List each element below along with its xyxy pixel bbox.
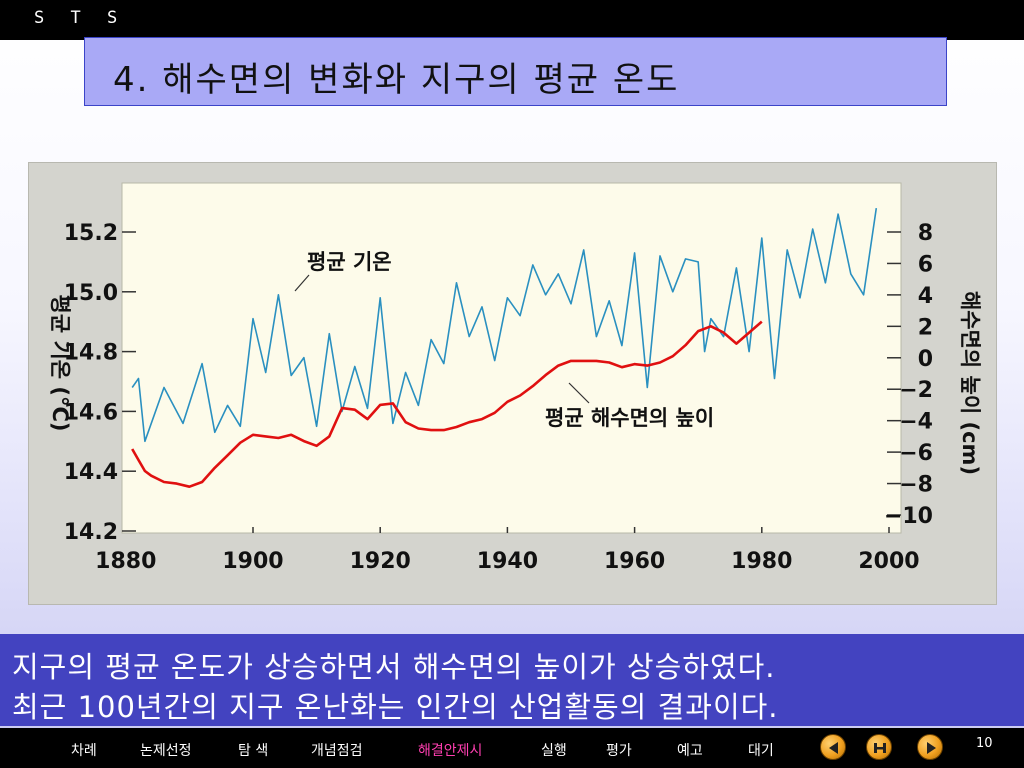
x-tick-label: 1920 xyxy=(350,549,411,574)
y-left-tick-label: 15.0 xyxy=(64,281,118,306)
nav-item-topic[interactable]: 논제선정 xyxy=(140,743,192,759)
nav-item-explore[interactable]: 탐 색 xyxy=(238,743,269,759)
plot-area xyxy=(121,182,902,534)
caption-line-1: 지구의 평균 온도가 상승하면서 해수면의 높이가 상승하였다. xyxy=(12,650,776,684)
nav-item-concept[interactable]: 개념점검 xyxy=(311,743,363,759)
annotation-sea-level-leader xyxy=(568,382,590,404)
y-right-tick-label: 2 xyxy=(918,315,933,340)
page-number: 10 xyxy=(976,736,993,751)
title-box: 4. 해수면의 변화와 지구의 평균 온도 xyxy=(84,37,947,106)
y-right-tick-label: −4 xyxy=(899,410,933,435)
arrow-left-icon xyxy=(829,742,838,754)
nav-item-practice[interactable]: 실행 xyxy=(541,743,567,759)
y-left-tick-label: 14.6 xyxy=(64,400,118,425)
x-tick-label: 1900 xyxy=(222,549,283,574)
nav-item-standby[interactable]: 대기 xyxy=(748,743,774,759)
next-button[interactable] xyxy=(917,734,943,760)
y-right-tick-label: −8 xyxy=(899,473,933,498)
y-right-axis-label: 해수면의 높이 (cm) xyxy=(958,291,982,475)
annotation-temperature: 평균 기온 xyxy=(307,250,392,274)
nav-item-evaluation[interactable]: 평가 xyxy=(606,743,632,759)
y-left-axis-label: 평균 기온 (°C) xyxy=(48,294,72,431)
annotation-temperature-leader xyxy=(294,274,310,292)
brand-label: S T S xyxy=(34,8,126,28)
y-right-tick-label: 6 xyxy=(918,252,933,277)
chart: 1880 1900 1920 1940 1960 1980 2000 15.2 15.0 14.8… xyxy=(48,182,982,574)
sea-level-line xyxy=(131,320,763,489)
x-tick-label: 1880 xyxy=(95,549,156,574)
nav-item-solution[interactable]: 해결안제시 xyxy=(418,743,483,759)
bottom-nav: 차례 논제선정 탐 색 개념점검 해결안제시 실행 평가 예고 대기 10 xyxy=(0,728,1024,768)
nav-item-preview[interactable]: 예고 xyxy=(677,743,703,759)
y-right-tick-label: 4 xyxy=(918,284,933,309)
caption-line-2: 최근 100년간의 지구 온난화는 인간의 산업활동의 결과이다. xyxy=(12,690,779,724)
y-right-tick-label: −10 xyxy=(884,504,933,529)
page-title: 4. 해수면의 변화와 지구의 평균 온도 xyxy=(113,60,680,100)
x-tick-label: 1960 xyxy=(604,549,665,574)
y-right-tick-label: 0 xyxy=(918,347,933,372)
caption-box: 지구의 평균 온도가 상승하면서 해수면의 높이가 상승하였다. 최근 100년… xyxy=(0,634,1024,726)
y-right-tick-label: 8 xyxy=(918,221,933,246)
temperature-line xyxy=(131,207,878,443)
x-tick-label: 1980 xyxy=(731,549,792,574)
home-button[interactable] xyxy=(866,734,892,760)
y-left-tick-label: 14.2 xyxy=(64,520,118,545)
y-right-tick-label: −2 xyxy=(899,378,933,403)
top-bar: S T S xyxy=(0,0,1024,40)
y-left-tick-label: 14.4 xyxy=(64,460,118,485)
x-tick-label: 1940 xyxy=(477,549,538,574)
arrow-right-icon xyxy=(927,742,936,754)
y-right-tick-label: −6 xyxy=(899,441,933,466)
chart-panel: 1880 1900 1920 1940 1960 1980 2000 15.2 15.0 14.8… xyxy=(28,162,997,605)
y-left-tick-label: 15.2 xyxy=(64,221,118,246)
annotation-sea-level: 평균 해수면의 높이 xyxy=(545,406,714,430)
home-icon xyxy=(874,743,886,753)
nav-item-contents[interactable]: 차례 xyxy=(71,743,97,759)
prev-button[interactable] xyxy=(820,734,846,760)
x-tick-label: 2000 xyxy=(858,549,919,574)
y-left-tick-label: 14.8 xyxy=(64,341,118,366)
